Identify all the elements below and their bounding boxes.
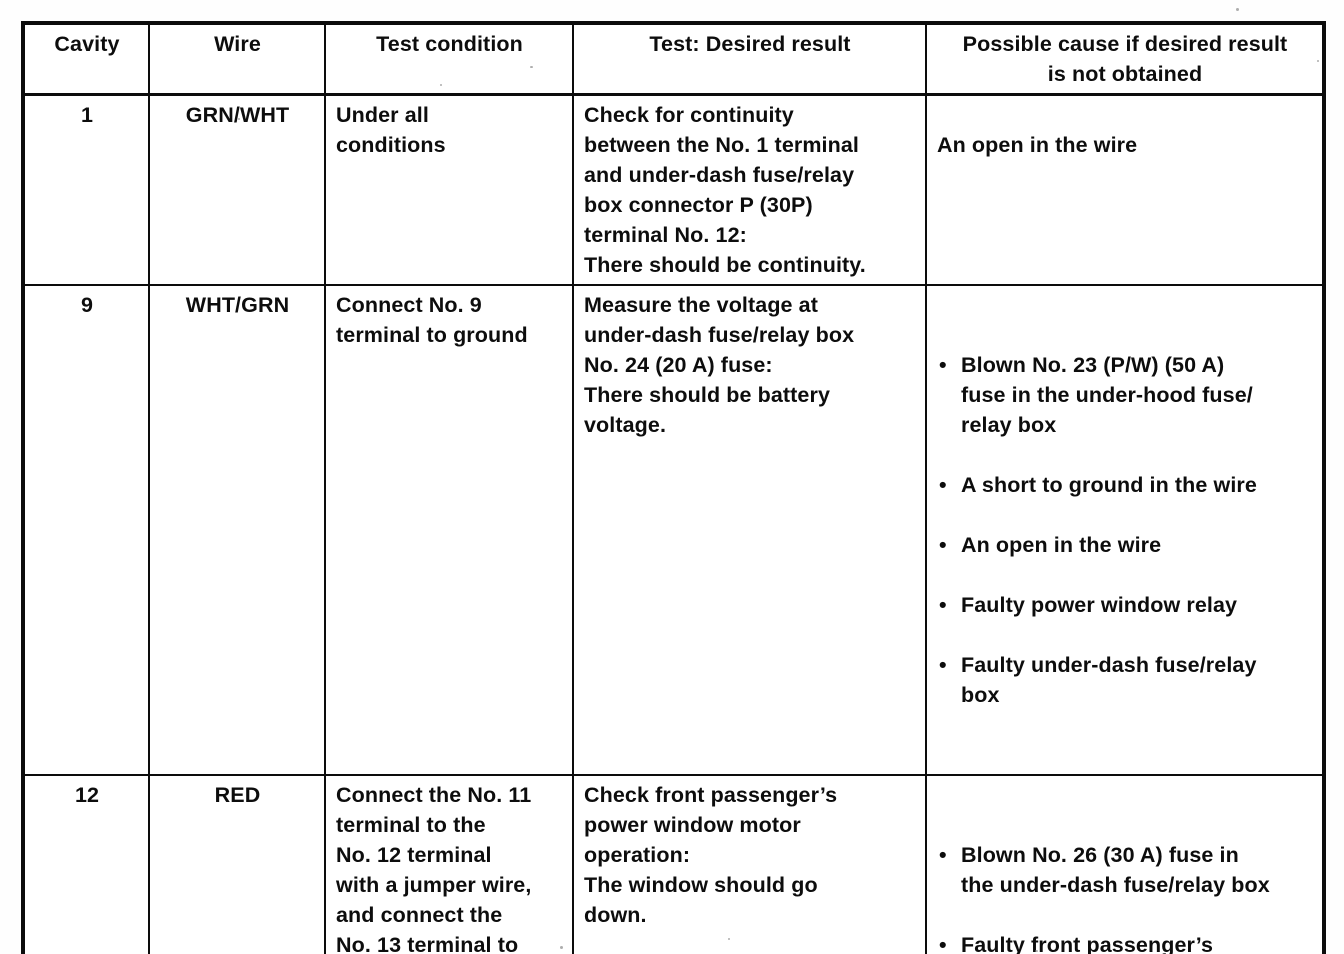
test-condition-value: Under all conditions: [324, 93, 574, 286]
desired-result-value: Check front passenger’s power window mot…: [572, 774, 927, 954]
wire-value: GRN/WHT: [148, 93, 326, 286]
scan-speck: [530, 66, 533, 68]
possible-cause-list: • Blown No. 26 (30 A) fuse in the under-d…: [937, 810, 1313, 954]
possible-cause-list: • Blown No. 23 (P/W) (50 A) fuse in the u…: [937, 320, 1313, 740]
header-test-condition: Test condition: [324, 22, 574, 96]
test-condition-value: Connect the No. 11 terminal to the No. 1…: [324, 774, 574, 954]
scan-speck: [728, 938, 730, 940]
bullet-icon: •: [939, 653, 947, 677]
bullet-icon: •: [939, 843, 947, 867]
bullet-icon: •: [939, 353, 947, 377]
table-row-cavity-9: 9 WHT/GRN Connect No. 9 terminal to grou…: [22, 284, 1325, 776]
scan-speck: [1236, 8, 1239, 11]
cavity-value: 9: [22, 284, 150, 776]
desired-result-value: Measure the voltage at under-dash fuse/r…: [572, 284, 927, 776]
cavity-value: 1: [22, 93, 150, 286]
header-possible-cause: Possible cause if desired result is not …: [925, 22, 1325, 96]
scan-speck: [1317, 60, 1319, 62]
header-desired-result: Test: Desired result: [572, 22, 927, 96]
possible-cause-cell-merged: • Blown No. 26 (30 A) fuse in the under-d…: [925, 774, 1325, 954]
possible-cause-item: •Faulty front passenger’s power window m…: [937, 930, 1313, 954]
bullet-icon: •: [939, 933, 947, 954]
possible-cause-text: An open in the wire: [937, 133, 1138, 157]
header-cavity: Cavity: [22, 22, 150, 96]
possible-cause-item: • Blown No. 23 (P/W) (50 A) fuse in the u…: [937, 350, 1313, 440]
table-row-cavity-1: 1 GRN/WHT Under all conditions Check for…: [22, 93, 1325, 286]
possible-cause-cell: An open in the wire: [925, 93, 1325, 286]
wire-value: WHT/GRN: [148, 284, 326, 776]
cavity-value: 12: [22, 774, 150, 954]
possible-cause-cell: • Blown No. 23 (P/W) (50 A) fuse in the u…: [925, 284, 1325, 776]
scan-speck: [560, 946, 563, 949]
possible-cause-item: • Faulty under-dash fuse/relay box: [937, 650, 1313, 710]
possible-cause-item: • Faulty power window relay: [937, 590, 1313, 620]
header-wire: Wire: [148, 22, 326, 96]
wiring-troubleshooting-table: Cavity Wire Test condition Test: Desired…: [21, 21, 1326, 954]
scan-speck: [1035, 950, 1038, 952]
wire-value: RED: [148, 774, 326, 954]
possible-cause-item: • A short to ground in the wire: [937, 470, 1313, 500]
possible-cause-item: • An open in the wire: [937, 530, 1313, 560]
test-condition-value: Connect No. 9 terminal to ground: [324, 284, 574, 776]
possible-cause-item: • Blown No. 26 (30 A) fuse in the under-d…: [937, 840, 1313, 900]
bullet-icon: •: [939, 593, 947, 617]
scan-speck: [238, 118, 240, 120]
desired-result-value: Check for continuity between the No. 1 t…: [572, 93, 927, 286]
table-header-row: Cavity Wire Test condition Test: Desired…: [22, 22, 1325, 96]
table-row-cavity-12: 12 RED Connect the No. 11 terminal to th…: [22, 774, 1325, 954]
bullet-icon: •: [939, 533, 947, 557]
scan-speck: [440, 84, 442, 86]
bullet-icon: •: [939, 473, 947, 497]
